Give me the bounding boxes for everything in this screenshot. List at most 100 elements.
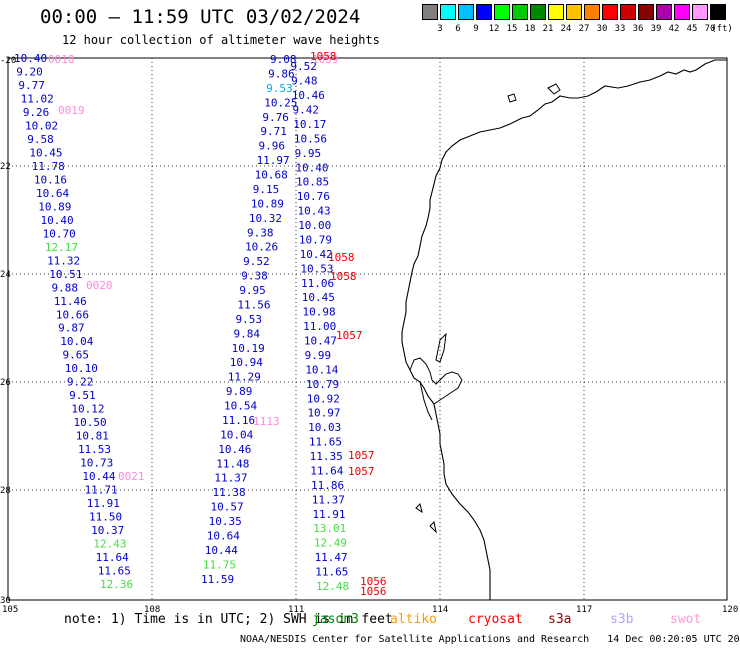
- legend-label: 33: [614, 24, 626, 34]
- wave-height-value: 9.65: [63, 349, 89, 362]
- wave-height-value: 9.71: [260, 125, 287, 138]
- wave-height-value: 10.40: [14, 52, 47, 65]
- wave-height-value: 9.38: [247, 226, 274, 239]
- wave-height-value: 11.37: [214, 472, 247, 485]
- pass-id-label: 0018: [48, 53, 75, 66]
- wave-height-value: 10.64: [36, 187, 69, 200]
- wave-height-value: 10.16: [34, 173, 67, 186]
- wave-height-value: 9.96: [258, 140, 285, 153]
- wave-height-value: 9.51: [69, 389, 96, 402]
- wave-height-value: 10.64: [207, 529, 240, 542]
- wave-height-value: 12.43: [93, 538, 126, 551]
- wave-height-value: 10.35: [209, 515, 242, 528]
- wave-height-value: 11.71: [85, 484, 118, 497]
- satellite-swot: swot: [670, 612, 702, 627]
- wave-height-value: 10.45: [302, 291, 335, 304]
- longitude-label: 105: [2, 605, 18, 615]
- wave-height-value: 11.46: [54, 295, 87, 308]
- wave-height-value: 9.52: [243, 255, 270, 268]
- wave-height-value: 9.22: [67, 376, 94, 389]
- wave-height-value: 11.50: [89, 511, 122, 524]
- wave-height-value: 10.73: [80, 457, 113, 470]
- map-frame: [7, 57, 728, 601]
- longitude-label: 114: [432, 605, 448, 615]
- legend-swatch: [494, 4, 510, 20]
- legend-swatch: [656, 4, 672, 20]
- wave-height-value: 10.92: [307, 392, 340, 405]
- wave-height-value: 9.20: [16, 65, 43, 78]
- wave-height-value: 10.79: [306, 378, 339, 391]
- longitude-label: 120: [722, 605, 738, 615]
- island-3: [415, 503, 423, 514]
- wave-height-value: 10.68: [255, 169, 288, 182]
- wave-height-value: 9.89: [226, 385, 253, 398]
- legend-label: 21: [542, 24, 554, 34]
- wave-height-value: 11.02: [21, 92, 54, 105]
- wave-height-value: 11.64: [96, 551, 129, 564]
- latitude-label: 26: [0, 378, 11, 388]
- wave-height-value: 9.84: [234, 327, 261, 340]
- wave-height-value: 11.29: [228, 371, 261, 384]
- wave-height-value: 11.86: [311, 479, 344, 492]
- wave-height-value: 12.17: [45, 241, 78, 254]
- wave-height-value: 10.81: [76, 430, 109, 443]
- pass-id-label: 1058: [310, 50, 337, 63]
- satellite-s3a: s3a: [548, 612, 572, 627]
- wave-height-value: 12.48: [316, 580, 349, 593]
- pass-id-label: 1056: [360, 585, 387, 598]
- wave-height-value: 10.37: [91, 524, 124, 537]
- legend-swatch: [530, 4, 546, 20]
- wave-height-value: 10.89: [251, 197, 284, 210]
- wave-height-value: 10.94: [230, 356, 263, 369]
- legend-label: 24: [560, 24, 572, 34]
- wave-height-value: 10.47: [304, 335, 337, 348]
- wave-height-value: 10.56: [294, 132, 327, 145]
- wave-height-value: 10.19: [232, 342, 265, 355]
- australia-coastline: [401, 59, 727, 600]
- wave-height-value: 11.16: [222, 414, 255, 427]
- wave-height-value: 10.43: [297, 205, 330, 218]
- wave-height-value: 11.35: [310, 450, 343, 463]
- pass-id-label: 0019: [58, 104, 85, 117]
- wave-height-value: 10.32: [249, 212, 282, 225]
- pass-id-label: 1058: [330, 270, 357, 283]
- legend-label: 45: [686, 24, 698, 34]
- wave-height-value: 10.76: [297, 190, 330, 203]
- map-subtitle: 12 hour collection of altimeter wave hei…: [62, 33, 380, 47]
- wave-height-value: 10.89: [38, 200, 71, 213]
- legend-swatch: [512, 4, 528, 20]
- wave-height-value: 11.47: [315, 551, 348, 564]
- wave-height-value: 10.53: [300, 262, 333, 275]
- legend-label: 15: [506, 24, 518, 34]
- wave-height-value: 10.85: [296, 176, 329, 189]
- longitude-label: 117: [576, 605, 592, 615]
- satellite-altiko: altiko: [390, 612, 437, 627]
- wave-height-value: 11.78: [32, 160, 65, 173]
- wave-height-value: 9.52: [290, 60, 317, 73]
- legend-label: 9: [473, 24, 479, 34]
- legend-swatch: [710, 4, 726, 20]
- latitude-label: 22: [0, 162, 11, 172]
- island-1: [547, 83, 561, 95]
- pass-id-label: 1059: [312, 53, 339, 66]
- pass-id-label: 1058: [328, 251, 355, 264]
- island-2: [507, 93, 517, 103]
- wave-height-value: 10.51: [49, 268, 82, 281]
- wave-height-value: 10.26: [245, 241, 278, 254]
- wave-height-value: 13.01: [313, 522, 346, 535]
- wave-height-value: 11.37: [312, 493, 345, 506]
- wave-height-value: 10.97: [307, 407, 340, 420]
- legend-label: 6: [455, 24, 461, 34]
- wave-height-value: 11.65: [315, 566, 348, 579]
- wave-height-value: 12.36: [100, 578, 133, 591]
- legend-swatch: [620, 4, 636, 20]
- wave-height-value: 12.49: [314, 537, 347, 550]
- wave-height-value: 11.53: [78, 443, 111, 456]
- wave-height-value: 10.46: [218, 443, 251, 456]
- legend-swatch: [548, 4, 564, 20]
- wave-height-value: 9.77: [18, 79, 44, 92]
- wave-height-value: 11.91: [312, 508, 345, 521]
- wave-height-value: 9.76: [262, 111, 289, 124]
- wave-height-value: 11.38: [212, 486, 245, 499]
